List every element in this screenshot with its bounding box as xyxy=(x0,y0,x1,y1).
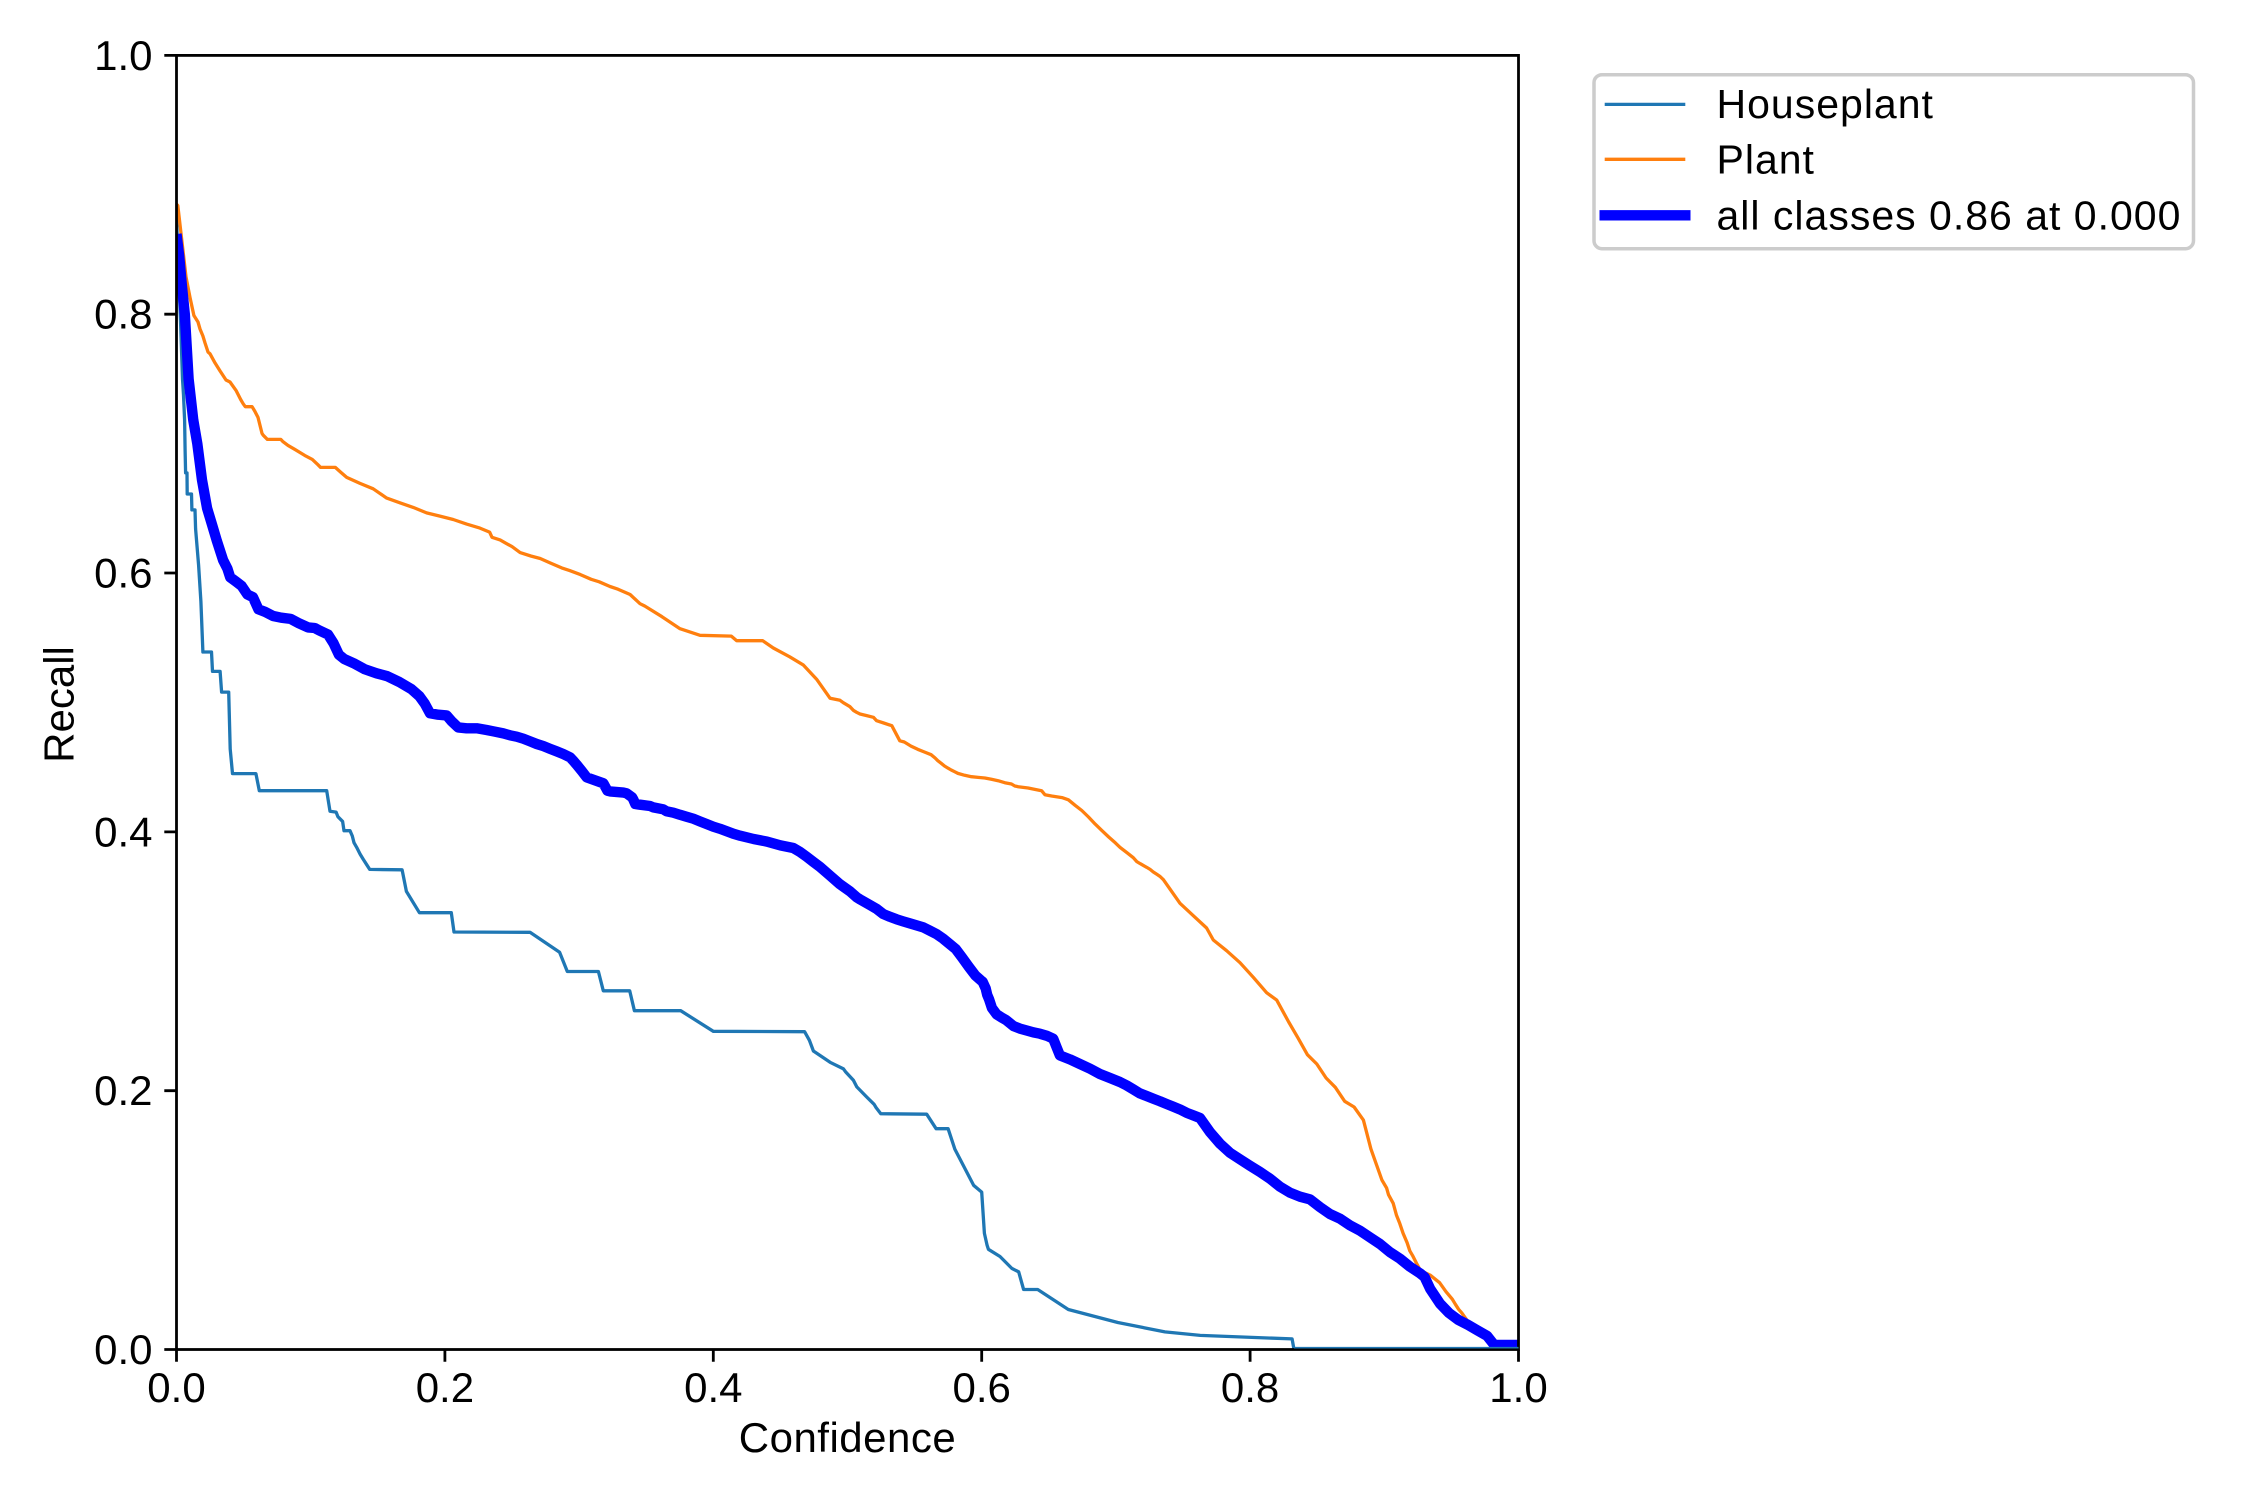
svg-text:1.0: 1.0 xyxy=(94,32,152,79)
svg-text:0.4: 0.4 xyxy=(684,1364,742,1411)
svg-text:0.8: 0.8 xyxy=(1221,1364,1279,1411)
svg-text:Plant: Plant xyxy=(1717,136,1815,182)
svg-text:0.2: 0.2 xyxy=(416,1364,474,1411)
svg-text:0.6: 0.6 xyxy=(953,1364,1011,1411)
svg-text:0.6: 0.6 xyxy=(94,550,152,597)
svg-text:0.0: 0.0 xyxy=(147,1364,205,1411)
svg-text:Recall: Recall xyxy=(36,646,83,763)
svg-text:Confidence: Confidence xyxy=(739,1414,956,1461)
svg-text:0.0: 0.0 xyxy=(94,1326,152,1373)
svg-text:Houseplant: Houseplant xyxy=(1717,81,1934,127)
svg-text:0.8: 0.8 xyxy=(94,291,152,338)
svg-text:0.4: 0.4 xyxy=(94,808,152,855)
svg-text:all classes 0.86 at 0.000: all classes 0.86 at 0.000 xyxy=(1717,192,2182,238)
svg-text:1.0: 1.0 xyxy=(1489,1364,1547,1411)
svg-text:0.2: 0.2 xyxy=(94,1067,152,1114)
